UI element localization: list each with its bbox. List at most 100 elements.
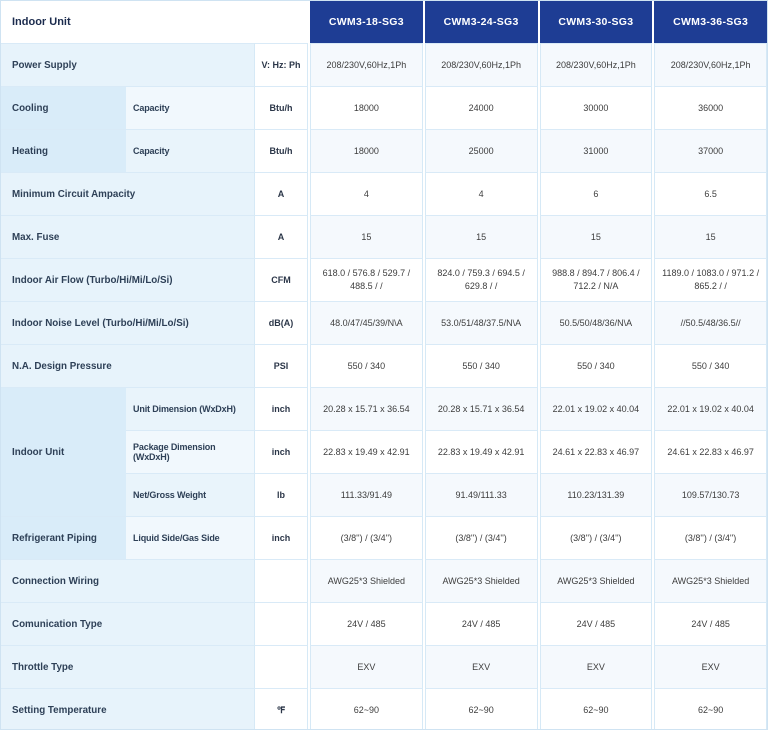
unit-cell: A — [254, 215, 308, 258]
value-cell: 20.28 x 15.71 x 36.54 — [310, 387, 423, 430]
table-row-refrigerant-piping: Refrigerant Piping Liquid Side/Gas Side … — [1, 516, 767, 559]
value-cell: AWG25*3 Shielded — [424, 559, 538, 602]
value-cell: EXV — [654, 645, 767, 688]
table-header-row: Indoor Unit CWM3-18-SG3 CWM3-24-SG3 CWM3… — [1, 1, 767, 43]
table-row-air-flow: Indoor Air Flow (Turbo/Hi/Mi/Lo/Si) CFM … — [1, 258, 767, 301]
value-cell: 30000 — [539, 86, 653, 129]
value-cell: 24.61 x 22.83 x 46.97 — [654, 430, 767, 473]
value-cell: 15 — [424, 215, 538, 258]
value-cell: 15 — [310, 215, 423, 258]
row-label: Minimum Circuit Ampacity — [1, 172, 254, 215]
table-body: Power Supply V: Hz: Ph 208/230V,60Hz,1Ph… — [1, 43, 767, 729]
group-label: Cooling — [1, 86, 126, 129]
table-row-noise-level: Indoor Noise Level (Turbo/Hi/Mi/Lo/Si) d… — [1, 301, 767, 344]
table-row-connection-wiring: Connection Wiring AWG25*3 Shielded AWG25… — [1, 559, 767, 602]
column-header-model-1: CWM3-18-SG3 — [310, 1, 423, 43]
table-row-net-gross-weight: Net/Gross Weight lb 111.33/91.49 91.49/1… — [1, 473, 767, 516]
value-cell: 18000 — [310, 129, 423, 172]
value-cell: 824.0 / 759.3 / 694.5 / 629.8 / / — [424, 258, 538, 301]
group-label — [1, 473, 126, 516]
value-cell: 22.83 x 19.49 x 42.91 — [310, 430, 423, 473]
value-cell: 988.8 / 894.7 / 806.4 / 712.2 / N/A — [539, 258, 653, 301]
group-label: Heating — [1, 129, 126, 172]
row-label: Max. Fuse — [1, 215, 254, 258]
value-cell: 18000 — [310, 86, 423, 129]
unit-cell: V: Hz: Ph — [254, 43, 308, 86]
value-cell: 22.01 x 19.02 x 40.04 — [654, 387, 767, 430]
sub-label: Package Dimension (WxDxH) — [126, 430, 254, 473]
value-cell: AWG25*3 Shielded — [539, 559, 653, 602]
sub-label: Unit Dimension (WxDxH) — [126, 387, 254, 430]
table-row-package-dimension: Indoor Unit Package Dimension (WxDxH) in… — [1, 430, 767, 473]
value-cell: 36000 — [654, 86, 767, 129]
value-cell: EXV — [424, 645, 538, 688]
row-label: N.A. Design Pressure — [1, 344, 254, 387]
value-cell: 550 / 340 — [310, 344, 423, 387]
value-cell: 1189.0 / 1083.0 / 971.2 / 865.2 / / — [654, 258, 767, 301]
table-row-heating-capacity: Heating Capacity Btu/h 18000 25000 31000… — [1, 129, 767, 172]
table-row-throttle-type: Throttle Type EXV EXV EXV EXV — [1, 645, 767, 688]
column-header-model-2: CWM3-24-SG3 — [424, 1, 538, 43]
row-label: Indoor Noise Level (Turbo/Hi/Mi/Lo/Si) — [1, 301, 254, 344]
value-cell: 208/230V,60Hz,1Ph — [654, 43, 767, 86]
value-cell: EXV — [310, 645, 423, 688]
value-cell: 48.0/47/45/39/N\A — [310, 301, 423, 344]
unit-cell: Btu/h — [254, 86, 308, 129]
unit-cell — [254, 602, 308, 645]
unit-cell: ℉ — [254, 688, 308, 729]
group-label: Refrigerant Piping — [1, 516, 126, 559]
value-cell: AWG25*3 Shielded — [310, 559, 423, 602]
value-cell: 24V / 485 — [424, 602, 538, 645]
unit-cell: PSI — [254, 344, 308, 387]
value-cell: //50.5/48/36.5// — [654, 301, 767, 344]
row-label: Throttle Type — [1, 645, 254, 688]
value-cell: 110.23/131.39 — [539, 473, 653, 516]
unit-cell: inch — [254, 430, 308, 473]
value-cell: 24V / 485 — [654, 602, 767, 645]
value-cell: 53.0/51/48/37.5/N\A — [424, 301, 538, 344]
group-label-indoor-unit: Indoor Unit — [1, 430, 126, 473]
value-cell: 111.33/91.49 — [310, 473, 423, 516]
column-header-model-4: CWM3-36-SG3 — [654, 1, 767, 43]
value-cell: (3/8'') / (3/4'') — [424, 516, 538, 559]
row-label: Indoor Air Flow (Turbo/Hi/Mi/Lo/Si) — [1, 258, 254, 301]
sub-label: Liquid Side/Gas Side — [126, 516, 254, 559]
sub-label: Net/Gross Weight — [126, 473, 254, 516]
value-cell: 24V / 485 — [310, 602, 423, 645]
value-cell: 550 / 340 — [654, 344, 767, 387]
value-cell: EXV — [539, 645, 653, 688]
value-cell: 15 — [539, 215, 653, 258]
table-row-design-pressure: N.A. Design Pressure PSI 550 / 340 550 /… — [1, 344, 767, 387]
value-cell: (3/8'') / (3/4'') — [310, 516, 423, 559]
value-cell: (3/8'') / (3/4'') — [539, 516, 653, 559]
value-cell: 20.28 x 15.71 x 36.54 — [424, 387, 538, 430]
table-row-max-fuse: Max. Fuse A 15 15 15 15 — [1, 215, 767, 258]
row-label: Connection Wiring — [1, 559, 254, 602]
row-label: Power Supply — [1, 43, 254, 86]
value-cell: 22.83 x 19.49 x 42.91 — [424, 430, 538, 473]
value-cell: 618.0 / 576.8 / 529.7 / 488.5 / / — [310, 258, 423, 301]
unit-cell: lb — [254, 473, 308, 516]
sub-label: Capacity — [126, 129, 254, 172]
group-label — [1, 387, 126, 430]
column-header-model-3: CWM3-30-SG3 — [539, 1, 653, 43]
value-cell: 6.5 — [654, 172, 767, 215]
table-row-cooling-capacity: Cooling Capacity Btu/h 18000 24000 30000… — [1, 86, 767, 129]
unit-cell: A — [254, 172, 308, 215]
value-cell: 550 / 340 — [424, 344, 538, 387]
value-cell: 91.49/111.33 — [424, 473, 538, 516]
value-cell: 62~90 — [424, 688, 538, 729]
sub-label: Capacity — [126, 86, 254, 129]
value-cell: 6 — [539, 172, 653, 215]
row-label: Setting Temperature — [1, 688, 254, 729]
value-cell: 31000 — [539, 129, 653, 172]
value-cell: 15 — [654, 215, 767, 258]
unit-cell — [254, 645, 308, 688]
value-cell: 208/230V,60Hz,1Ph — [539, 43, 653, 86]
value-cell: 208/230V,60Hz,1Ph — [310, 43, 423, 86]
value-cell: 24.61 x 22.83 x 46.97 — [539, 430, 653, 473]
table-title: Indoor Unit — [1, 1, 308, 43]
value-cell: 50.5/50/48/36/N\A — [539, 301, 653, 344]
value-cell: 4 — [424, 172, 538, 215]
